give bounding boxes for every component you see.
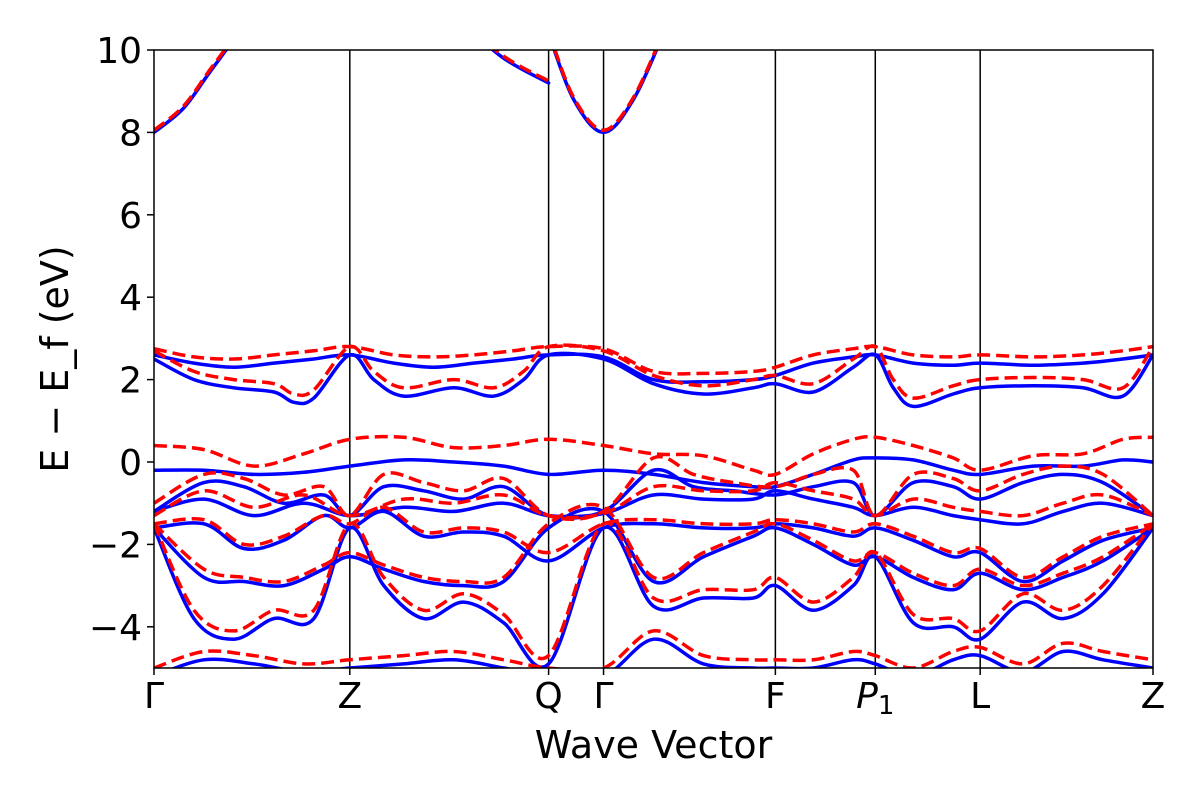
y-tick-label: 0 bbox=[119, 443, 142, 484]
x-tick-label: Q bbox=[534, 676, 562, 717]
solid-band-8 bbox=[154, 506, 1153, 592]
y-axis-ticks: −4 −2 0 2 4 6 8 10 bbox=[89, 31, 154, 649]
y-tick-label: 10 bbox=[96, 31, 142, 72]
solid-band-7 bbox=[154, 509, 1153, 584]
x-tick-label: Γ bbox=[594, 676, 614, 717]
dashed-band-10 bbox=[154, 629, 1153, 668]
x-tick-label: Γ bbox=[144, 676, 164, 717]
dashed-band-6 bbox=[154, 480, 1153, 520]
solid-band-9 bbox=[154, 525, 1153, 668]
dashed-band-0 bbox=[154, 50, 550, 132]
dashed-band-3 bbox=[154, 343, 1153, 400]
x-axis-label: Wave Vector bbox=[535, 723, 773, 767]
dashed-band-7 bbox=[154, 505, 1153, 580]
x-tick-label: Z bbox=[1141, 676, 1166, 717]
y-tick-label: 4 bbox=[119, 278, 142, 319]
solid-band-4 bbox=[154, 456, 1153, 490]
y-tick-label: −2 bbox=[89, 525, 142, 566]
x-axis-ticks: Γ Z Q Γ F P1 L Z bbox=[144, 668, 1165, 721]
y-tick-label: 6 bbox=[119, 196, 142, 237]
dashed-band-8 bbox=[154, 502, 1153, 588]
solid-band-5 bbox=[154, 467, 1153, 520]
dashed-band-5 bbox=[154, 454, 1153, 521]
dashed-band-4 bbox=[154, 434, 1153, 478]
x-tick-label: L bbox=[970, 676, 990, 717]
y-tick-label: −4 bbox=[89, 608, 142, 649]
dashed-band-2 bbox=[154, 344, 1153, 376]
band-lines bbox=[154, 50, 1153, 668]
x-tick-label: F bbox=[765, 676, 786, 717]
x-tick-label: Z bbox=[337, 676, 362, 717]
y-tick-label: 2 bbox=[119, 361, 142, 402]
dashed-band-1 bbox=[553, 50, 658, 133]
plot-frame bbox=[153, 49, 1154, 669]
y-axis-label: E − E_f (eV) bbox=[33, 245, 77, 473]
solid-band-3 bbox=[154, 351, 1153, 409]
x-tick-label: P1 bbox=[856, 676, 894, 721]
y-tick-label: 8 bbox=[119, 113, 142, 154]
